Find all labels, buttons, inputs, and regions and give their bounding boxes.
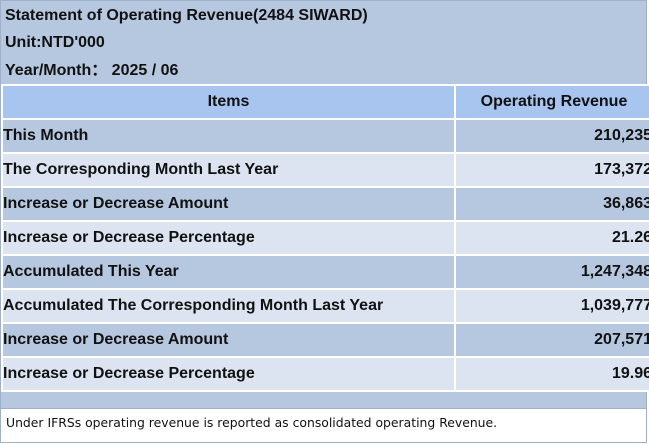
row-value: 1,247,348	[454, 254, 649, 290]
row-label: Increase or Decrease Amount	[1, 322, 456, 358]
period-label: Year/Month： 2025 / 06	[5, 61, 179, 79]
row-value: 1,039,777	[454, 288, 649, 324]
row-value: 207,571	[454, 322, 649, 358]
row-label: The Corresponding Month Last Year	[1, 152, 456, 188]
row-label: Increase or Decrease Percentage	[1, 356, 456, 392]
revenue-table: Items Operating Revenue This Month 210,2…	[1, 84, 649, 392]
row-label: This Month	[1, 118, 456, 154]
table-header-row: Items Operating Revenue	[1, 84, 649, 120]
table-row: Increase or Decrease Amount 36,863	[1, 186, 649, 222]
unit-label: Unit:NTD'000	[5, 34, 105, 51]
row-label: Accumulated The Corresponding Month Last…	[1, 288, 456, 324]
row-label: Increase or Decrease Amount	[1, 186, 456, 222]
column-header-operating-revenue: Operating Revenue	[454, 84, 649, 120]
statement-title: Statement of Operating Revenue(2484 SIWA…	[5, 7, 368, 24]
row-label: Accumulated This Year	[1, 254, 456, 290]
table-row: Increase or Decrease Percentage 19.96	[1, 356, 649, 392]
table-row: Increase or Decrease Amount 207,571	[1, 322, 649, 358]
row-value: 21.26	[454, 220, 649, 256]
row-value: 210,235	[454, 118, 649, 154]
table-row: Accumulated This Year 1,247,348	[1, 254, 649, 290]
table-row: Increase or Decrease Percentage 21.26	[1, 220, 649, 256]
row-value: 173,372	[454, 152, 649, 188]
table-row: The Corresponding Month Last Year 173,37…	[1, 152, 649, 188]
footnote: Under IFRSs operating revenue is reporte…	[1, 408, 646, 442]
statement-header: Statement of Operating Revenue(2484 SIWA…	[1, 1, 646, 84]
row-value: 19.96	[454, 356, 649, 392]
row-value: 36,863	[454, 186, 649, 222]
column-header-items: Items	[1, 84, 456, 120]
table-row: Accumulated The Corresponding Month Last…	[1, 288, 649, 324]
row-label: Increase or Decrease Percentage	[1, 220, 456, 256]
table-row: This Month 210,235	[1, 118, 649, 154]
